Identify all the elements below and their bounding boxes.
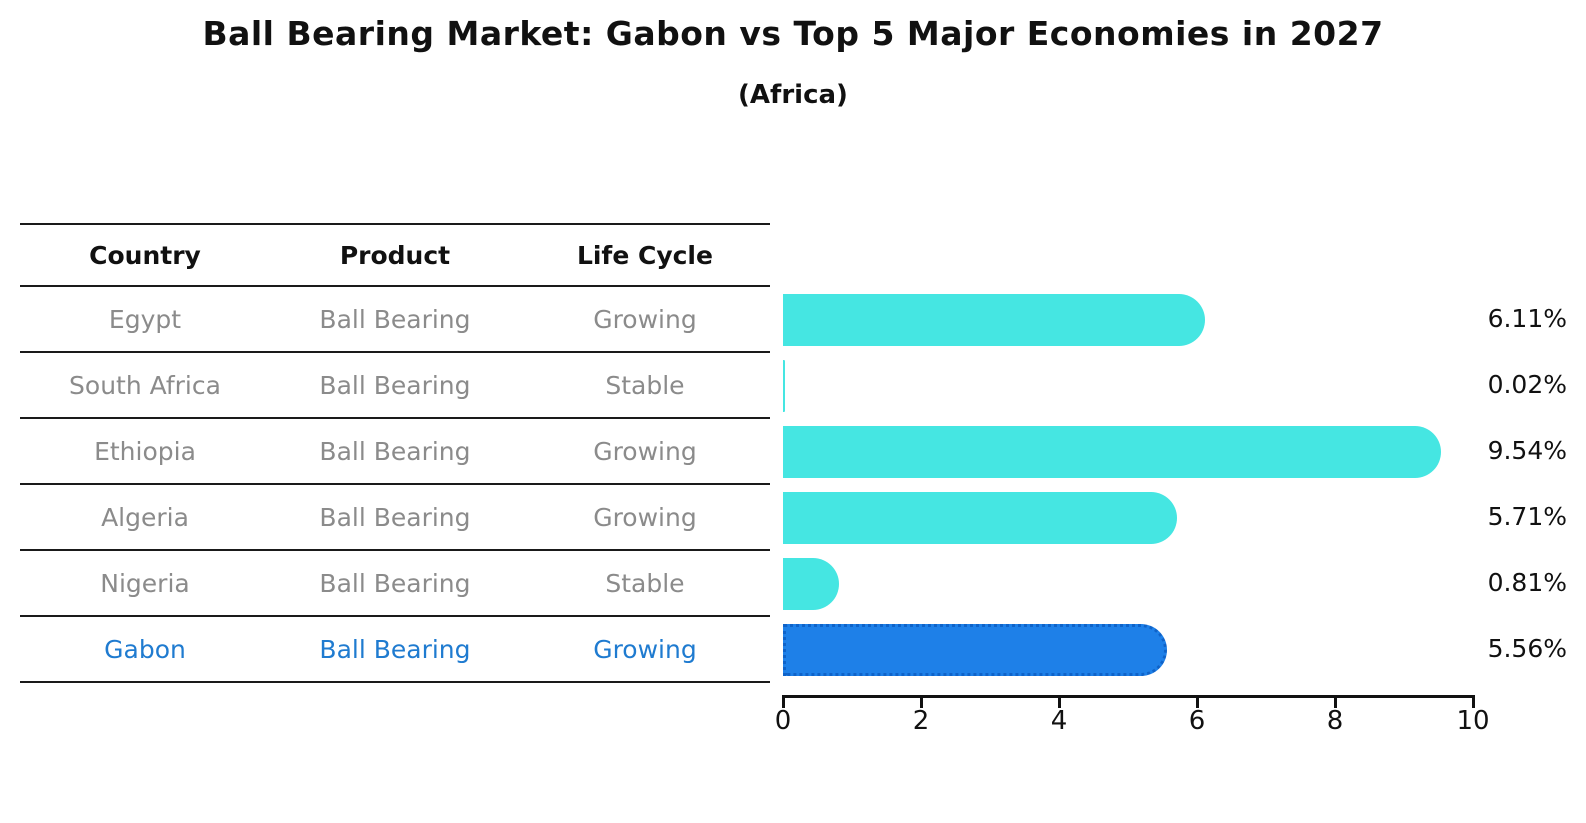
bar-south-africa xyxy=(783,360,786,412)
table-header-life-cycle: Life Cycle xyxy=(576,240,713,270)
table-cell-country: Nigeria xyxy=(100,568,190,598)
x-tick-label: 4 xyxy=(1050,706,1068,736)
bar-gabon xyxy=(783,624,1167,676)
table-row-south-africa: South Africa Ball Bearing Stable xyxy=(20,353,770,419)
table-cell-country: South Africa xyxy=(69,370,221,400)
x-tick-label: 0 xyxy=(774,706,792,736)
x-tick-mark xyxy=(1057,695,1061,708)
table-cell-country: Algeria xyxy=(101,502,189,532)
bar-algeria xyxy=(783,492,1177,544)
table-cell-product: Ball Bearing xyxy=(319,370,471,400)
bar-nigeria xyxy=(783,558,839,610)
chart-subtitle: (Africa) xyxy=(738,80,848,110)
x-tick-mark xyxy=(1333,695,1337,708)
x-tick-mark xyxy=(1471,695,1475,708)
table-cell-product: Ball Bearing xyxy=(319,436,471,466)
table-row-gabon: Gabon Ball Bearing Growing xyxy=(20,617,770,683)
x-tick-label: 10 xyxy=(1456,706,1490,736)
value-label-nigeria: 0.81% xyxy=(1487,568,1567,597)
value-label-ethiopia: 9.54% xyxy=(1487,436,1567,465)
table-cell-life-cycle: Growing xyxy=(593,304,697,334)
table-cell-country: Gabon xyxy=(104,634,186,664)
table-row-egypt: Egypt Ball Bearing Growing xyxy=(20,287,770,353)
table-cell-life-cycle: Growing xyxy=(593,436,697,466)
table-cell-product: Ball Bearing xyxy=(319,568,471,598)
table-header-country: Country xyxy=(89,240,201,270)
table-cell-life-cycle: Stable xyxy=(605,370,685,400)
value-label-gabon: 5.56% xyxy=(1487,634,1567,663)
comparison-table: Country Product Life Cycle Egypt Ball Bea… xyxy=(20,223,770,683)
table-cell-life-cycle: Growing xyxy=(593,502,697,532)
x-tick-label: 2 xyxy=(912,706,930,736)
table-cell-product: Ball Bearing xyxy=(319,304,471,334)
value-label-south-africa: 0.02% xyxy=(1487,370,1567,399)
table-cell-product: Ball Bearing xyxy=(319,634,471,664)
bar-ethiopia xyxy=(783,426,1442,478)
x-axis-line xyxy=(783,695,1475,698)
table-body: Egypt Ball Bearing Growing South Africa Ball… xyxy=(20,287,770,683)
chart-title: Ball Bearing Market: Gabon vs Top 5 Majo… xyxy=(202,14,1384,53)
table-row-ethiopia: Ethiopia Ball Bearing Growing xyxy=(20,419,770,485)
table-cell-life-cycle: Growing xyxy=(593,634,697,664)
table-cell-country: Ethiopia xyxy=(94,436,196,466)
bar-egypt xyxy=(783,294,1205,346)
x-tick-mark xyxy=(781,695,785,708)
table-row-algeria: Algeria Ball Bearing Growing xyxy=(20,485,770,551)
table-header-product: Product xyxy=(339,240,451,270)
table-header-row: Country Product Life Cycle xyxy=(20,223,770,287)
value-label-algeria: 5.71% xyxy=(1487,502,1567,531)
table-cell-life-cycle: Stable xyxy=(605,568,685,598)
table-cell-product: Ball Bearing xyxy=(319,502,471,532)
x-tick-mark xyxy=(919,695,923,708)
x-tick-label: 6 xyxy=(1188,706,1206,736)
x-tick-label: 8 xyxy=(1326,706,1344,736)
x-tick-mark xyxy=(1195,695,1199,708)
table-row-nigeria: Nigeria Ball Bearing Stable xyxy=(20,551,770,617)
table-cell-country: Egypt xyxy=(108,304,182,334)
value-label-egypt: 6.11% xyxy=(1487,304,1567,333)
